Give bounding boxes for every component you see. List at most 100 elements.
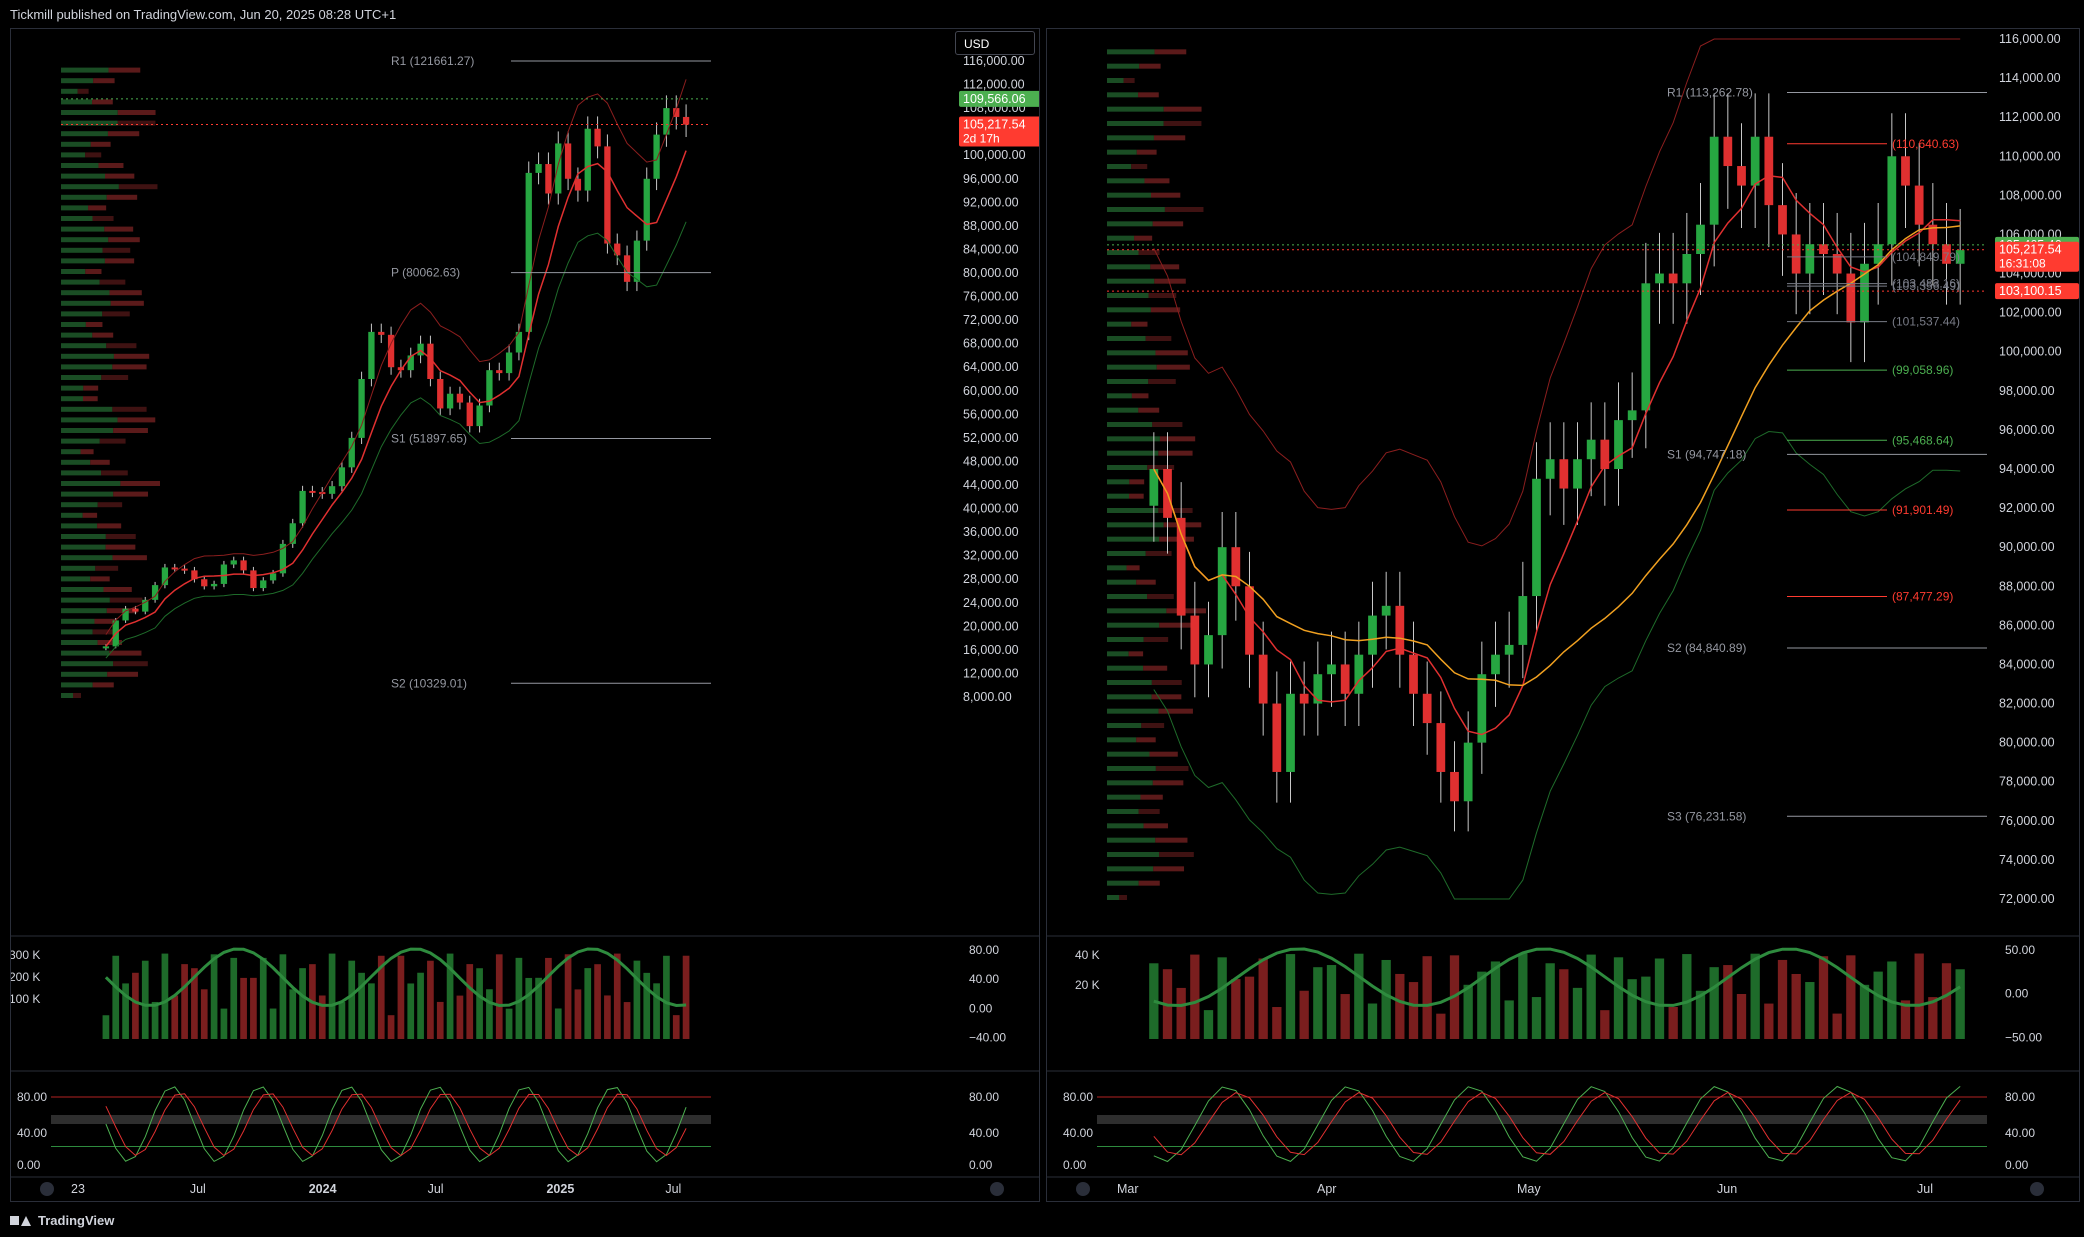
volume-profile-bar [1153,866,1185,872]
volume-bar [613,953,621,1039]
volume-bar [1586,954,1596,1039]
volume-profile-bar [1107,78,1124,83]
candle-body [496,370,503,374]
volume-bar [1887,961,1897,1039]
y-tick-label: 44,000.00 [963,478,1019,492]
volume-profile-bar [1155,837,1188,843]
volume-bar [1668,1006,1678,1039]
volume-bar [1736,993,1747,1039]
candle-body [584,128,591,191]
volume-bar [1518,953,1528,1039]
level-label: (103,356.49) [1892,279,1960,293]
tradingview-logo[interactable]: TradingView [10,1213,114,1228]
volume-profile-bar [106,194,138,200]
volume-bar [181,964,188,1039]
candle-body [151,585,159,600]
y-tick-label: 96,000.00 [963,172,1019,186]
volume-bar [1244,976,1255,1039]
y-tick-label: 56,000.00 [963,407,1019,421]
candle-body [289,523,296,544]
volume-profile-bar [1129,493,1144,499]
price-badge [959,116,1039,147]
volume-profile-bar [1147,594,1174,599]
volume-tick-label: 300 K [11,948,40,962]
candle-body [1532,478,1541,597]
volume-bar [446,953,454,1039]
volume-bar [387,1015,395,1039]
candle-body [604,146,611,244]
volume-bar [1613,957,1624,1039]
volume-profile-bar [1131,321,1148,327]
volume-bar [279,954,287,1039]
candle-body [230,560,237,565]
volume-bar [476,968,483,1039]
currency-button[interactable]: USD [955,31,1035,55]
volume-oscillator-line [1153,947,1961,1008]
y-tick-label: 92,000.00 [1999,501,2055,515]
candle-body [161,567,169,586]
volume-profile-bar [1107,465,1148,470]
volume-bar [328,953,336,1039]
volume-bar [456,995,464,1039]
volume-profile-bar [1107,594,1148,599]
candle-body [594,128,601,147]
stochastic-tick-label: 40.00 [2005,1126,2035,1140]
candle-body [407,355,414,371]
volume-bar [417,972,424,1039]
candle-body [240,560,247,571]
chart-right-svg[interactable]: 116,000.00 114,000.00 112,000.00 110,000.00… [1047,29,2080,1202]
volume-profile-bar [85,269,102,274]
candle-body [299,490,306,524]
volume-profile-bar [1107,479,1130,485]
volume-profile-bar [1107,737,1137,743]
volume-profile-bar [61,184,119,190]
candle-body [1204,635,1213,665]
oscillator-tick-label: 40.00 [969,972,999,986]
chart-panel-right[interactable]: 116,000.00 114,000.00 112,000.00 110,000.00… [1046,28,2080,1202]
chart-left-svg[interactable]: 116,000.00112,000.00108,000.00104,000.00… [11,29,1040,1202]
volume-profile-bar [61,99,93,105]
volume-profile-bar [1136,579,1156,585]
volume-profile-bar [61,78,94,84]
volume-bar [1914,953,1924,1039]
candle-body [1955,250,1965,264]
volume-profile-bar [1164,207,1204,212]
volume-profile-bar [61,565,96,571]
volume-profile-bar [1155,350,1188,356]
volume-profile-bar [61,364,113,370]
volume-profile-bar [61,258,105,264]
candle-body [1504,644,1514,655]
volume-bar [1682,954,1692,1039]
volume-bar [436,1001,444,1039]
y-tick-label: 80,000.00 [1999,736,2055,750]
chart-panel-left[interactable]: 116,000.00112,000.00108,000.00104,000.00… [10,28,1040,1202]
volume-profile-bar [1150,264,1180,270]
volume-bar [1545,963,1555,1039]
level-label: (101,537.44) [1892,315,1960,329]
candle-body [1477,674,1487,743]
volume-profile-bar [61,279,100,285]
volume-bar [1873,971,1883,1039]
volume-profile-bar [1143,665,1168,671]
candle-body [1668,273,1678,284]
volume-profile-bar [61,67,109,73]
candle-body [102,646,110,649]
pivot-label: S2 (84,840.89) [1667,641,1746,655]
oscillator-tick-label: 0.00 [969,1001,993,1015]
volume-profile-bar [110,300,144,306]
volume-bar [1709,967,1719,1039]
volume-bar [1190,954,1200,1039]
volume-profile-bar [61,693,73,698]
volume-profile-bar [1158,450,1193,456]
volume-profile-bar [1107,293,1149,298]
volume-profile-bar [1131,393,1149,399]
volume-profile-bar [1107,637,1144,642]
volume-profile-bar [101,470,128,476]
candle-body [1450,771,1459,802]
volume-profile-bar [1107,149,1137,155]
stochastic-d-line [105,1093,687,1157]
y-tick-label: 88,000.00 [1999,579,2055,593]
volume-profile-bar [1148,293,1177,298]
candle-body [1791,234,1801,274]
volume-profile-bar [113,353,150,359]
